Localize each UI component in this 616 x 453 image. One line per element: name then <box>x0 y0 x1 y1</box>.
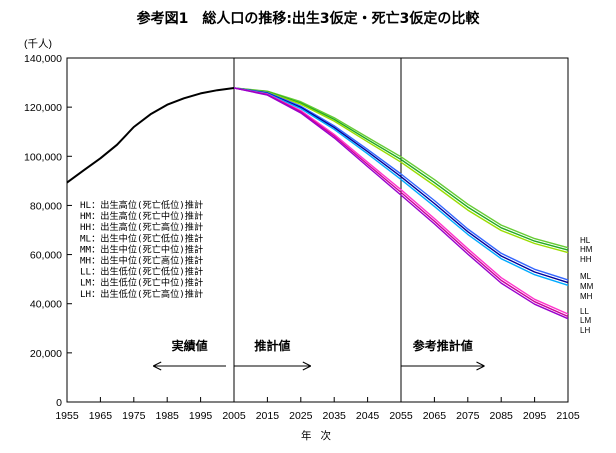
period-label: 実績値 <box>172 338 208 353</box>
series-label-hh: HH <box>580 255 592 264</box>
series-label-ll: LL <box>580 307 589 316</box>
axes: 0 20,000 40,000 60,000 80,000 100,000 120,000 1… <box>24 38 580 442</box>
x-tick-label: 2065 <box>423 410 447 422</box>
legend-entry: LL：出生低位(死亡低位)推計 <box>80 266 203 278</box>
y-tick-label: 0 <box>56 397 62 409</box>
x-tick-label: 1965 <box>89 410 113 422</box>
x-tick-label: 2015 <box>256 410 280 422</box>
x-tick-label: 2045 <box>356 410 380 422</box>
series-line-hl <box>233 87 569 249</box>
y-tick-label: 40,000 <box>30 299 62 311</box>
legend-entry: MM：出生中位(死亡中位)推計 <box>80 243 203 255</box>
arrow-head <box>152 361 162 371</box>
y-tick-label: 120,000 <box>24 102 62 114</box>
x-axis-label: 年 次 <box>301 429 334 442</box>
series-label-lm: LM <box>580 316 591 325</box>
x-tick-label: 1975 <box>122 410 146 422</box>
series-label-mm: MM <box>580 282 594 291</box>
y-tick-label: 60,000 <box>30 250 62 262</box>
legend-entry: MH：出生中位(死亡高位)推計 <box>80 255 203 267</box>
legend-entry: HM：出生高位(死亡中位)推計 <box>80 210 203 222</box>
x-tick-label: 2005 <box>222 410 246 422</box>
x-tick-label: 2035 <box>323 410 347 422</box>
series-line-lm <box>233 87 569 318</box>
legend-entry: ML：出生中位(死亡低位)推計 <box>80 232 203 244</box>
x-tick-label: 1985 <box>156 410 180 422</box>
series-line-lh <box>233 87 569 320</box>
series-label-hl: HL <box>580 236 591 245</box>
series-lines <box>66 87 569 320</box>
series-label-hm: HM <box>580 245 593 254</box>
series-label-lh: LH <box>580 326 590 335</box>
series-line-hm <box>233 87 569 251</box>
x-tick-label: 2025 <box>289 410 313 422</box>
series-label-mh: MH <box>580 292 593 301</box>
series-line-mm <box>233 87 569 284</box>
y-tick-label: 80,000 <box>30 200 62 212</box>
arrow-head <box>302 361 312 371</box>
plot-frame <box>66 57 569 403</box>
period-label: 参考推計値 <box>413 338 473 353</box>
x-tick-label: 2105 <box>556 410 580 422</box>
x-tick-label: 2075 <box>456 410 480 422</box>
x-tick-label: 2085 <box>490 410 514 422</box>
series-line-hh <box>233 87 569 254</box>
y-tick-label: 20,000 <box>30 348 62 360</box>
x-tick-label: 2055 <box>389 410 413 422</box>
arrow-head <box>476 361 485 371</box>
series-label-ml: ML <box>580 272 592 281</box>
x-tick-label: 2095 <box>523 410 547 422</box>
legend-entry: HL：出生高位(死亡低位)推計 <box>80 199 203 211</box>
y-tick-label: 140,000 <box>24 53 62 65</box>
legend-entry: LH：出生低位(死亡高位)推計 <box>80 288 203 300</box>
actual-line <box>66 87 235 184</box>
legend-entry: HH：出生高位(死亡高位)推計 <box>80 221 203 233</box>
series-line-ml <box>233 87 569 281</box>
chart-title: 参考図1 総人口の推移:出生3仮定・死亡3仮定の比較 <box>136 11 480 27</box>
period-label: 推計値 <box>254 338 290 353</box>
y-axis-label: (千人) <box>24 38 52 50</box>
series-line-mh <box>233 87 569 286</box>
x-tick-label: 1955 <box>55 410 79 422</box>
x-tick-label: 1995 <box>189 410 213 422</box>
series-line-ll <box>233 87 569 315</box>
y-tick-label: 100,000 <box>24 151 62 163</box>
legend-entry: LM：出生低位(死亡中位)推計 <box>80 277 203 289</box>
